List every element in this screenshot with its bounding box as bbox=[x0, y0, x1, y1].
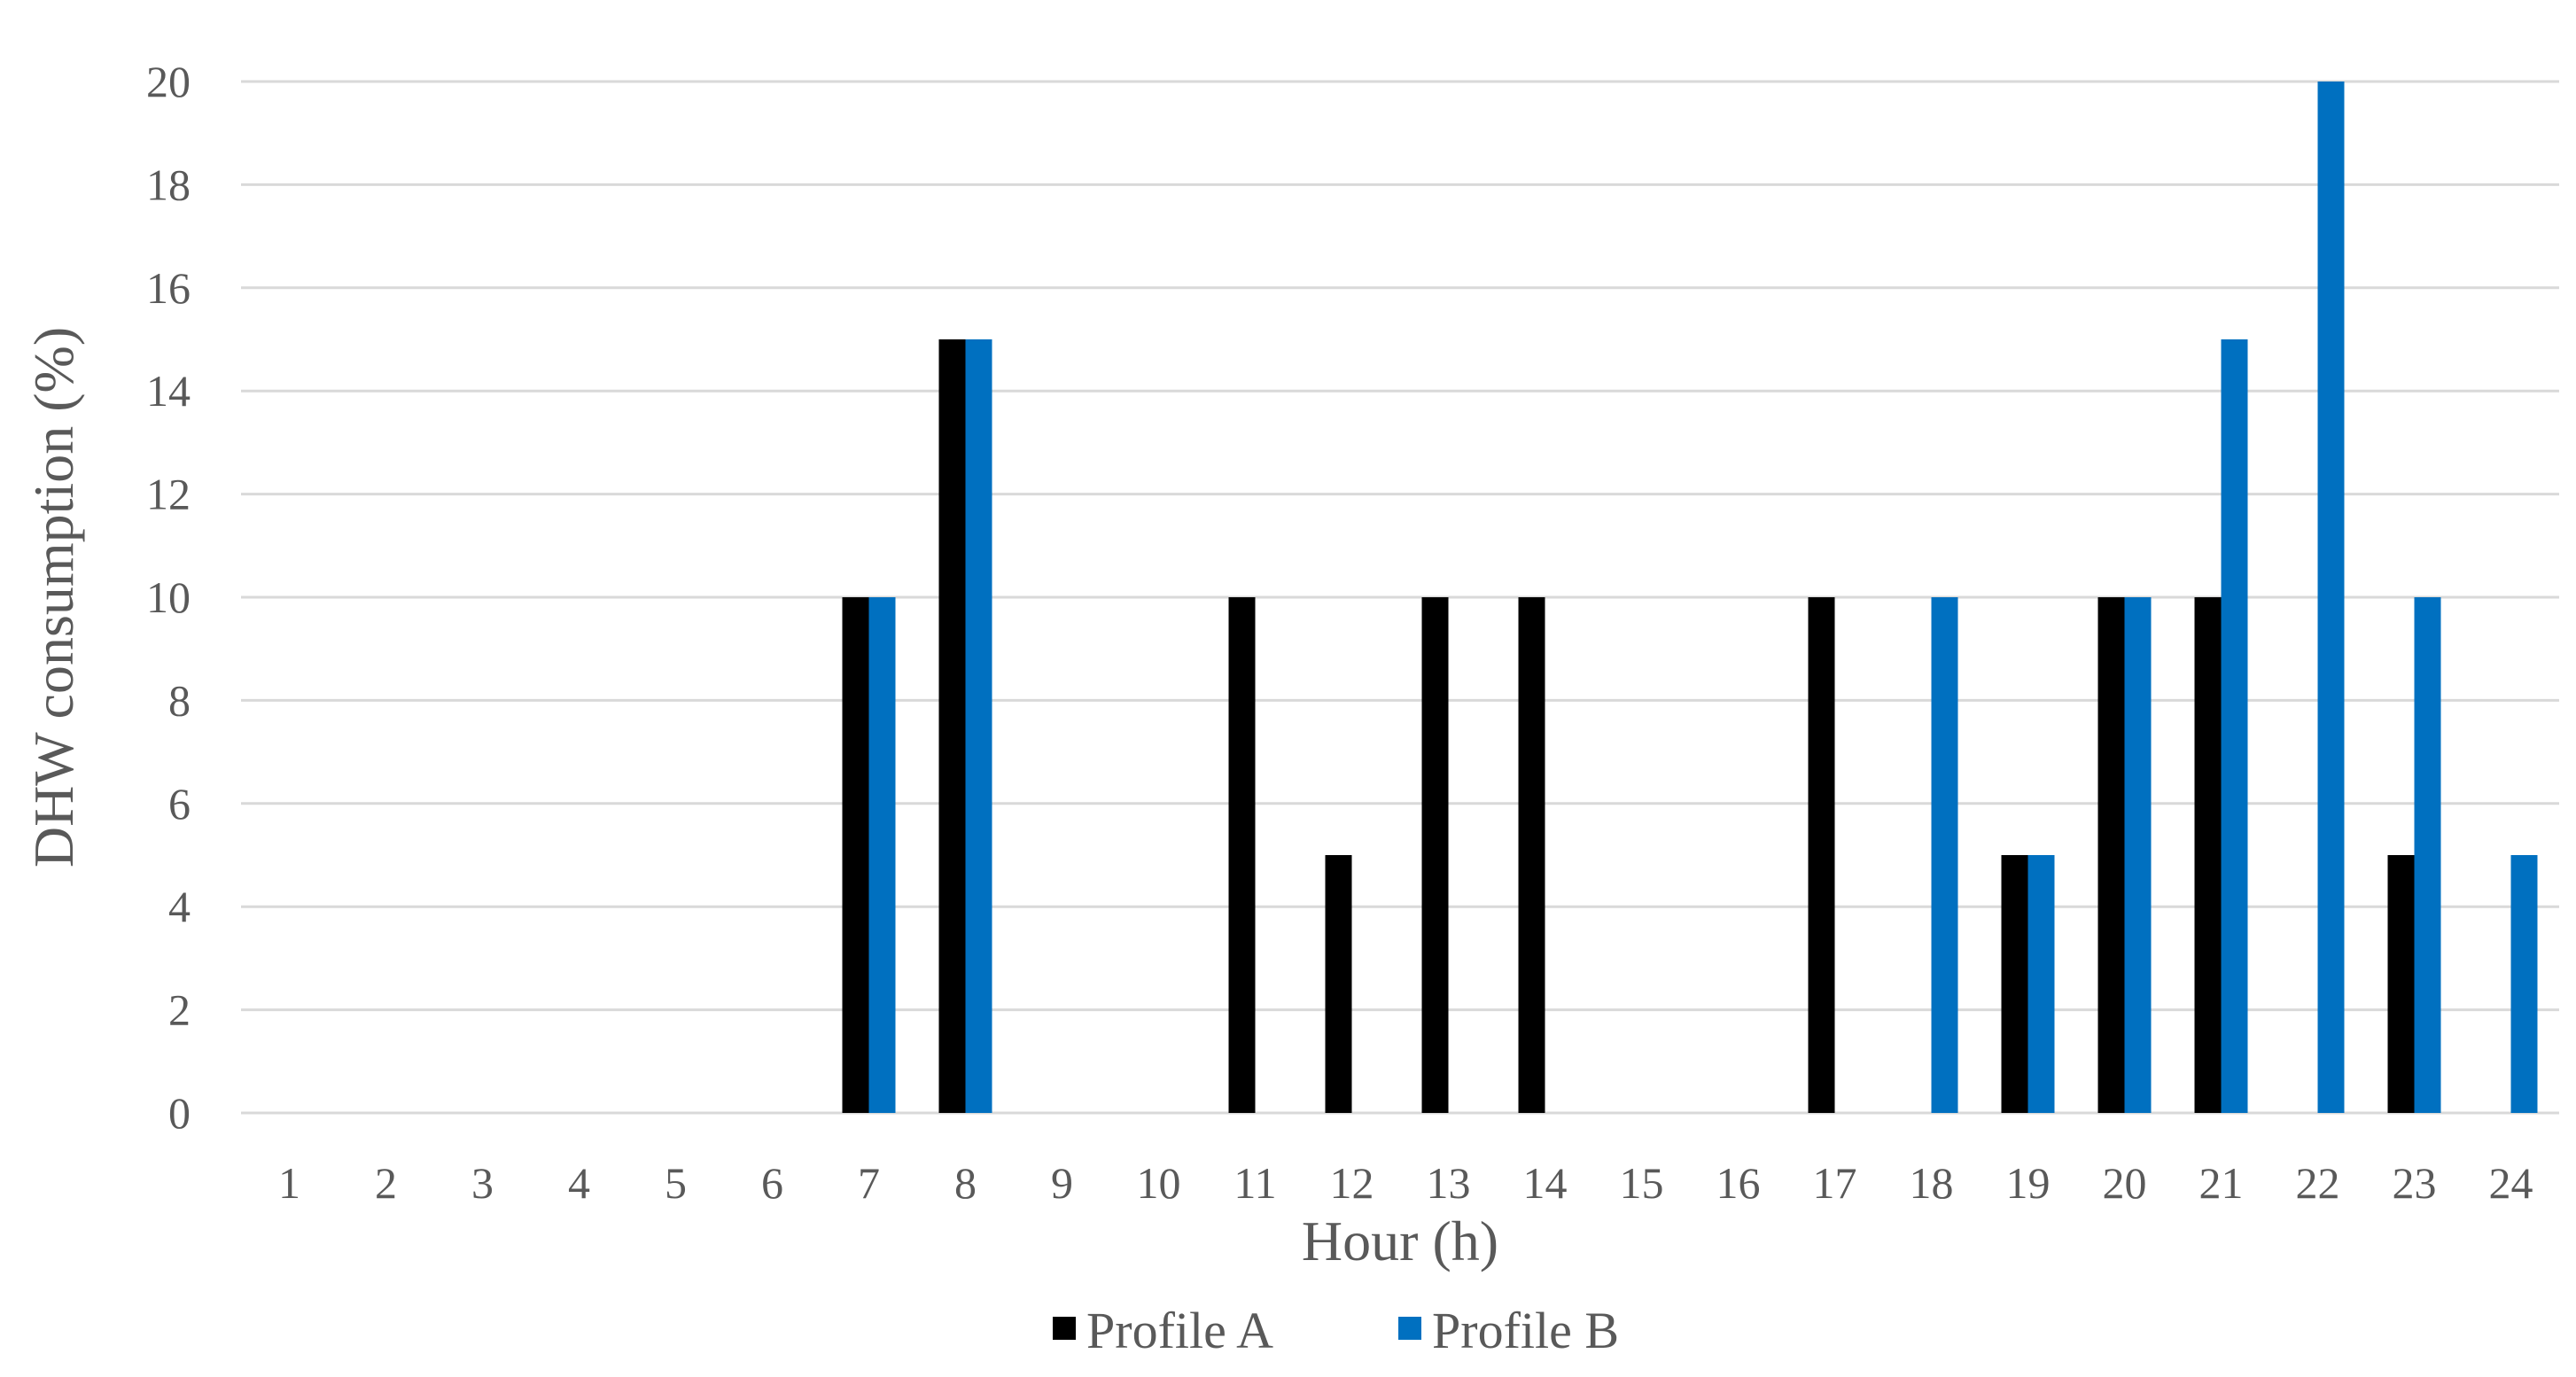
bars bbox=[842, 82, 2538, 1113]
x-tick-label: 8 bbox=[954, 1158, 977, 1208]
y-tick-label: 16 bbox=[146, 263, 191, 313]
bar-profile-a-hour-11 bbox=[1228, 597, 1256, 1113]
bar-profile-b-hour-8 bbox=[965, 339, 992, 1113]
x-tick-label: 11 bbox=[1234, 1158, 1276, 1208]
x-tick-label: 23 bbox=[2393, 1158, 2437, 1208]
x-tick-label: 15 bbox=[1620, 1158, 1664, 1208]
x-tick-label: 9 bbox=[1051, 1158, 1073, 1208]
y-axis-ticks: 0 2 4 6 8 10 12 14 16 18 20 bbox=[146, 57, 191, 1138]
bar-profile-a-hour-17 bbox=[1808, 597, 1835, 1113]
x-tick-label: 6 bbox=[761, 1158, 783, 1208]
x-tick-label: 7 bbox=[858, 1158, 880, 1208]
x-tick-label: 24 bbox=[2489, 1158, 2533, 1208]
x-tick-label: 5 bbox=[665, 1158, 687, 1208]
x-tick-label: 18 bbox=[1910, 1158, 1954, 1208]
y-tick-label: 0 bbox=[168, 1088, 191, 1138]
y-tick-label: 2 bbox=[168, 985, 191, 1035]
bar-profile-b-hour-18 bbox=[1931, 597, 1958, 1113]
bar-profile-b-hour-7 bbox=[868, 597, 896, 1113]
y-tick-label: 8 bbox=[168, 675, 191, 725]
bar-profile-a-hour-8 bbox=[938, 339, 966, 1113]
y-axis-title: DHW consumption (%) bbox=[22, 327, 85, 867]
legend-swatch-profile-b bbox=[1398, 1317, 1421, 1340]
y-tick-label: 18 bbox=[146, 159, 191, 209]
x-tick-label: 16 bbox=[1716, 1158, 1761, 1208]
y-tick-label: 14 bbox=[146, 366, 191, 416]
x-tick-label: 12 bbox=[1330, 1158, 1374, 1208]
bar-profile-a-hour-7 bbox=[842, 597, 869, 1113]
x-tick-label: 13 bbox=[1427, 1158, 1471, 1208]
bar-profile-b-hour-21 bbox=[2221, 339, 2248, 1113]
bar-profile-a-hour-19 bbox=[2001, 855, 2028, 1113]
x-tick-label: 20 bbox=[2103, 1158, 2147, 1208]
y-tick-label: 20 bbox=[146, 57, 191, 106]
y-tick-label: 6 bbox=[168, 779, 191, 829]
legend-label-profile-b: Profile B bbox=[1432, 1302, 1619, 1359]
bar-profile-a-hour-13 bbox=[1421, 597, 1449, 1113]
x-tick-label: 21 bbox=[2199, 1158, 2244, 1208]
x-tick-label: 22 bbox=[2296, 1158, 2340, 1208]
x-tick-label: 14 bbox=[1523, 1158, 1568, 1208]
bar-profile-a-hour-23 bbox=[2387, 855, 2415, 1113]
x-tick-label: 2 bbox=[375, 1158, 397, 1208]
x-tick-label: 17 bbox=[1813, 1158, 1857, 1208]
x-tick-label: 10 bbox=[1137, 1158, 1181, 1208]
bar-profile-a-hour-21 bbox=[2194, 597, 2222, 1113]
legend: Profile A Profile B bbox=[1053, 1302, 1619, 1359]
bar-profile-b-hour-22 bbox=[2317, 82, 2345, 1113]
bar-profile-b-hour-20 bbox=[2124, 597, 2152, 1113]
x-tick-label: 4 bbox=[568, 1158, 590, 1208]
bar-profile-b-hour-23 bbox=[2414, 597, 2441, 1113]
x-tick-label: 3 bbox=[471, 1158, 494, 1208]
x-axis-ticks: 1 2 3 4 5 6 7 8 9 10 11 12 13 14 15 16 17 18 19 20 21 22 23 24 bbox=[278, 1158, 2533, 1208]
y-tick-label: 4 bbox=[168, 882, 191, 931]
y-tick-label: 10 bbox=[146, 572, 191, 622]
bar-profile-a-hour-12 bbox=[1325, 855, 1352, 1113]
x-axis-title: Hour (h) bbox=[1302, 1210, 1498, 1272]
legend-label-profile-a: Profile A bbox=[1086, 1302, 1273, 1359]
bar-profile-a-hour-14 bbox=[1518, 597, 1545, 1113]
gridlines bbox=[241, 80, 2559, 1115]
bar-profile-a-hour-20 bbox=[2097, 597, 2125, 1113]
legend-swatch-profile-a bbox=[1053, 1317, 1076, 1340]
bar-profile-b-hour-19 bbox=[2027, 855, 2055, 1113]
y-tick-label: 12 bbox=[146, 470, 191, 519]
x-tick-label: 19 bbox=[2006, 1158, 2051, 1208]
bar-profile-b-hour-24 bbox=[2510, 855, 2538, 1113]
x-tick-label: 1 bbox=[278, 1158, 300, 1208]
